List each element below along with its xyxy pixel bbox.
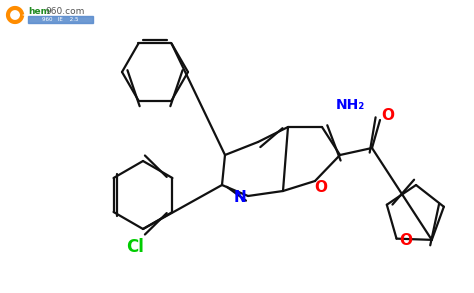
FancyBboxPatch shape [28, 16, 93, 23]
Text: NH₂: NH₂ [336, 98, 365, 112]
Text: 960   IE    2.5: 960 IE 2.5 [42, 17, 78, 22]
Text: O: O [315, 180, 328, 195]
Text: hem: hem [28, 6, 50, 16]
Text: 960.com: 960.com [45, 6, 84, 16]
Text: O: O [382, 108, 394, 122]
Text: O: O [399, 233, 412, 248]
Text: Cl: Cl [126, 238, 144, 256]
Text: N: N [234, 190, 246, 205]
